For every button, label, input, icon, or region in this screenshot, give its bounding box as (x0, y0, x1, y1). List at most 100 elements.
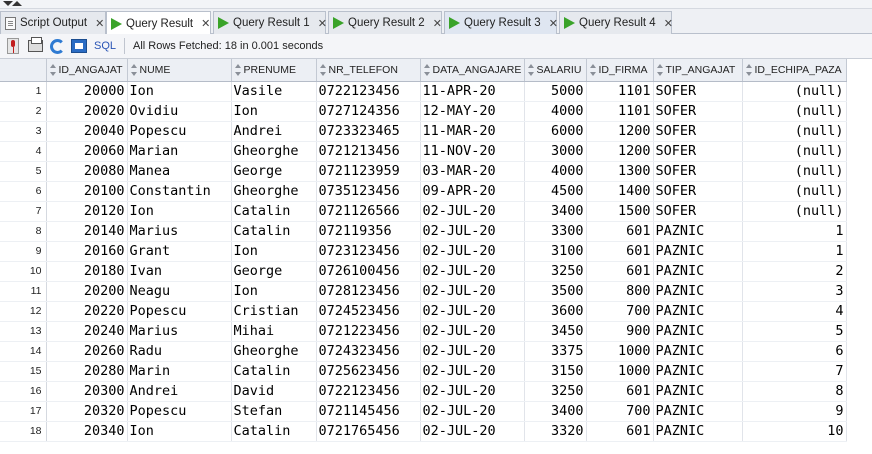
close-icon[interactable]: ✕ (95, 17, 105, 30)
table-cell[interactable]: 0727124356 (316, 101, 421, 122)
table-cell[interactable]: 1 (742, 221, 847, 242)
table-cell[interactable]: Gheorghe (231, 341, 317, 362)
table-cell[interactable]: Constantin (127, 181, 232, 202)
table-cell[interactable]: Gheorghe (231, 141, 317, 162)
row-number-cell[interactable]: 9 (0, 241, 47, 262)
column-header[interactable]: NR_TELEFON (316, 59, 421, 82)
table-cell[interactable]: Ovidiu (127, 101, 232, 122)
table-cell[interactable]: 0723123456 (316, 241, 421, 262)
table-cell[interactable]: 11-APR-20 (420, 81, 525, 102)
table-cell[interactable]: (null) (742, 181, 847, 202)
table-cell[interactable]: 02-JUL-20 (420, 281, 525, 302)
table-cell[interactable]: Ion (127, 201, 232, 222)
table-cell[interactable]: David (231, 381, 317, 402)
table-cell[interactable]: Marius (127, 321, 232, 342)
table-cell[interactable]: Andrei (231, 121, 317, 142)
table-cell[interactable]: Ion (231, 281, 317, 302)
table-cell[interactable]: 1200 (586, 121, 654, 142)
table-cell[interactable]: 5000 (524, 81, 587, 102)
table-cell[interactable]: SOFER (653, 141, 743, 162)
table-cell[interactable]: 02-JUL-20 (420, 421, 525, 442)
table-cell[interactable]: 1200 (586, 141, 654, 162)
table-cell[interactable]: 3100 (524, 241, 587, 262)
table-cell[interactable]: 20080 (46, 161, 128, 182)
table-cell[interactable]: 20340 (46, 421, 128, 442)
table-cell[interactable]: Marian (127, 141, 232, 162)
table-cell[interactable]: PAZNIC (653, 381, 743, 402)
table-cell[interactable]: 20140 (46, 221, 128, 242)
table-cell[interactable]: 3 (742, 281, 847, 302)
table-cell[interactable]: 1000 (586, 341, 654, 362)
table-cell[interactable]: 1000 (586, 361, 654, 382)
table-cell[interactable]: PAZNIC (653, 361, 743, 382)
table-row[interactable]: 8 20140 Marius Catalin 072119356 02-JUL-20 330… (0, 221, 847, 242)
table-cell[interactable]: (null) (742, 121, 847, 142)
table-cell[interactable]: 072119356 (316, 221, 421, 242)
table-cell[interactable]: 0728123456 (316, 281, 421, 302)
table-row[interactable]: 3 20040 Popescu Andrei 0723323465 11-MAR-20 60… (0, 121, 847, 142)
close-icon[interactable]: ✕ (317, 17, 327, 30)
table-cell[interactable]: 11-NOV-20 (420, 141, 525, 162)
table-cell[interactable]: (null) (742, 101, 847, 122)
table-cell[interactable]: 02-JUL-20 (420, 381, 525, 402)
table-cell[interactable]: Cristian (231, 301, 317, 322)
table-row[interactable]: 6 20100 Constantin Gheorghe 0735123456 09-APR… (0, 181, 847, 202)
table-cell[interactable]: SOFER (653, 101, 743, 122)
table-cell[interactable]: 20240 (46, 321, 128, 342)
table-cell[interactable]: 0721213456 (316, 141, 421, 162)
table-cell[interactable]: 20280 (46, 361, 128, 382)
tab-query-result-2[interactable]: Query Result 2 ✕ (328, 11, 442, 34)
table-cell[interactable]: 0721765456 (316, 421, 421, 442)
table-cell[interactable]: PAZNIC (653, 421, 743, 442)
table-cell[interactable]: Marin (127, 361, 232, 382)
row-number-cell[interactable]: 8 (0, 221, 47, 242)
table-cell[interactable]: 11-MAR-20 (420, 121, 525, 142)
table-cell[interactable]: 20320 (46, 401, 128, 422)
column-header[interactable]: TIP_ANGAJAT (653, 59, 743, 82)
table-cell[interactable]: Popescu (127, 401, 232, 422)
row-number-cell[interactable]: 3 (0, 121, 47, 142)
table-cell[interactable]: 20020 (46, 101, 128, 122)
table-row[interactable]: 16 20300 Andrei David 0722123456 02-JUL-20 325… (0, 381, 847, 402)
table-cell[interactable]: Vasile (231, 81, 317, 102)
table-cell[interactable]: 3320 (524, 421, 587, 442)
table-cell[interactable]: 2 (742, 261, 847, 282)
table-cell[interactable]: Ion (231, 101, 317, 122)
column-header[interactable]: NUME (127, 59, 232, 82)
table-cell[interactable]: 3600 (524, 301, 587, 322)
table-cell[interactable]: SOFER (653, 201, 743, 222)
table-cell[interactable]: 0723323465 (316, 121, 421, 142)
table-cell[interactable]: 0721126566 (316, 201, 421, 222)
table-row[interactable]: 14 20260 Radu Gheorghe 0724323456 02-JUL-20 33… (0, 341, 847, 362)
tab-query-result-1[interactable]: Query Result 1 ✕ (213, 11, 327, 34)
export-button[interactable] (70, 37, 88, 55)
table-cell[interactable]: Andrei (127, 381, 232, 402)
table-cell[interactable]: 02-JUL-20 (420, 341, 525, 362)
table-cell[interactable]: Marius (127, 221, 232, 242)
table-cell[interactable]: 1101 (586, 81, 654, 102)
table-cell[interactable]: Stefan (231, 401, 317, 422)
table-cell[interactable]: PAZNIC (653, 221, 743, 242)
table-cell[interactable]: Neagu (127, 281, 232, 302)
table-cell[interactable]: PAZNIC (653, 241, 743, 262)
table-row[interactable]: 7 20120 Ion Catalin 0721126566 02-JUL-20 3400 1… (0, 201, 847, 222)
table-cell[interactable]: Catalin (231, 221, 317, 242)
table-cell[interactable]: George (231, 261, 317, 282)
table-cell[interactable]: Ivan (127, 261, 232, 282)
table-cell[interactable]: PAZNIC (653, 261, 743, 282)
table-cell[interactable]: 1 (742, 241, 847, 262)
table-cell[interactable]: 0721223456 (316, 321, 421, 342)
table-cell[interactable]: 700 (586, 401, 654, 422)
table-cell[interactable]: 3150 (524, 361, 587, 382)
column-header[interactable]: PRENUME (231, 59, 317, 82)
close-icon[interactable]: ✕ (201, 18, 211, 30)
table-cell[interactable]: 0722123456 (316, 381, 421, 402)
table-cell[interactable]: 02-JUL-20 (420, 241, 525, 262)
close-icon[interactable]: ✕ (548, 17, 558, 30)
close-icon[interactable]: ✕ (663, 17, 673, 30)
table-cell[interactable]: 1400 (586, 181, 654, 202)
table-cell[interactable]: Catalin (231, 201, 317, 222)
row-number-cell[interactable]: 11 (0, 281, 47, 302)
table-cell[interactable]: (null) (742, 81, 847, 102)
table-cell[interactable]: 6000 (524, 121, 587, 142)
